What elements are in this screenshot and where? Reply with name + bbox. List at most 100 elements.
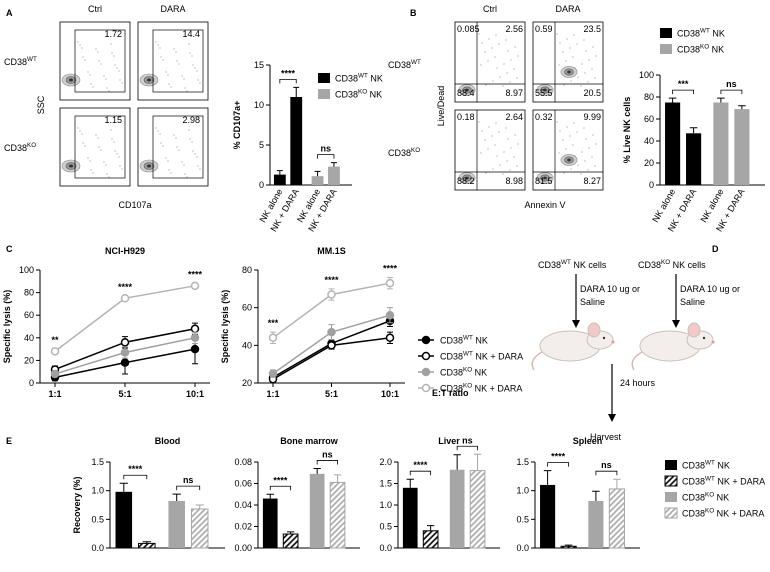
- bar: [540, 484, 556, 548]
- event-dot: [116, 153, 118, 155]
- event-dot: [510, 147, 512, 149]
- legend-label-part: NK + DARA: [715, 477, 765, 487]
- event-dot: [183, 164, 185, 166]
- event-dot: [491, 135, 493, 137]
- mouse-eye: [702, 336, 706, 340]
- axis-label: Live/Dead: [436, 86, 446, 127]
- panel-label: B: [410, 8, 417, 18]
- column-header: Ctrl: [88, 4, 102, 14]
- event-dot: [503, 151, 505, 153]
- significance-bracket: [409, 470, 432, 476]
- diagram-label-part: WT: [561, 259, 571, 266]
- y-tick-label: 0.02: [234, 522, 252, 532]
- significance-label: ****: [273, 475, 288, 485]
- y-tick-label: 1.5: [91, 457, 104, 467]
- significance-bracket: [720, 89, 743, 95]
- event-dot: [189, 52, 191, 54]
- diagram-label: DARA 10 ug or: [680, 284, 740, 294]
- panel-label: D: [712, 244, 719, 254]
- y-tick-label: 80: [644, 92, 654, 102]
- bar: [329, 481, 346, 549]
- quadrant-value: 0.18: [457, 112, 475, 122]
- data-point: [385, 278, 395, 288]
- mouse-nose: [711, 340, 715, 344]
- bar: [608, 488, 625, 549]
- event-dot: [485, 84, 487, 86]
- event-dot: [516, 77, 518, 79]
- mouse-tail: [531, 351, 543, 371]
- event-dot: [106, 173, 108, 175]
- column-header: Ctrl: [483, 4, 497, 14]
- legend-label-part: WT: [705, 460, 715, 467]
- event-dot: [194, 67, 196, 69]
- event-dot: [110, 129, 112, 131]
- legend-swatch: [665, 492, 677, 502]
- event-dot: [196, 70, 198, 72]
- event-dot: [162, 145, 164, 147]
- y-tick-label: 1.0: [91, 486, 104, 496]
- y-axis-label: Specific lysis (%): [220, 290, 230, 364]
- row-label: CD38WT: [388, 59, 421, 70]
- event-dot: [577, 164, 579, 166]
- y-tick-label: 0.5: [379, 522, 392, 532]
- event-dot: [570, 80, 572, 82]
- legend-swatch: [664, 475, 678, 487]
- event-dot: [587, 169, 589, 171]
- diagram-label-part: CD38: [538, 260, 561, 270]
- event-dot: [492, 168, 494, 170]
- event-dot: [175, 51, 177, 53]
- mouse-tail: [631, 351, 643, 371]
- event-dot: [498, 131, 500, 133]
- y-tick-label: 60: [242, 303, 252, 313]
- gate: [74, 115, 126, 179]
- event-dot: [165, 157, 167, 159]
- data-point: [190, 281, 200, 291]
- event-dot: [84, 59, 86, 61]
- error-bar: [331, 162, 337, 167]
- legend-swatch: [664, 507, 678, 519]
- event-dot: [98, 146, 100, 148]
- event-dot: [92, 172, 94, 174]
- event-dot: [197, 165, 199, 167]
- error-bar: [668, 97, 677, 103]
- legend-swatch: [660, 28, 672, 38]
- cell-cloud: [543, 88, 547, 92]
- legend-label-part: NK: [710, 29, 725, 39]
- diagram-label-part: NK cells: [670, 260, 706, 270]
- cell-cloud: [465, 88, 469, 92]
- event-dot: [576, 43, 578, 45]
- event-dot: [157, 44, 159, 46]
- quadrant-value: 0.59: [535, 24, 553, 34]
- error-bar: [119, 482, 128, 492]
- event-dot: [505, 127, 507, 129]
- event-dot: [168, 83, 170, 85]
- event-dot: [189, 138, 191, 140]
- event-dot: [563, 84, 565, 86]
- panel-label: A: [6, 8, 13, 18]
- chart-title: MM.1S: [317, 246, 346, 256]
- event-dot: [108, 176, 110, 178]
- quadrant-value: 88.4: [457, 88, 475, 98]
- event-dot: [173, 48, 175, 50]
- significance-label: ****: [118, 282, 133, 292]
- row-label-part: CD38: [388, 60, 411, 70]
- quadrant-value: 8.98: [505, 176, 523, 186]
- event-dot: [480, 152, 482, 154]
- y-axis-label: % CD107a+: [232, 101, 242, 150]
- diagram-label: CD38WT NK cells: [538, 259, 607, 270]
- event-dot: [160, 142, 162, 144]
- event-dot: [121, 168, 123, 170]
- y-axis-label: Recovery (%): [72, 476, 82, 533]
- significance-label: ns: [601, 460, 612, 470]
- y-tick-label: 0.0: [516, 543, 529, 553]
- event-dot: [175, 137, 177, 139]
- chart-title: Bone marrow: [280, 436, 339, 446]
- legend-marker: [421, 351, 431, 361]
- data-point: [385, 310, 395, 320]
- event-dot: [81, 47, 83, 49]
- event-dot: [580, 173, 582, 175]
- event-dot: [118, 70, 120, 72]
- cell-cloud: [147, 78, 151, 82]
- event-dot: [97, 51, 99, 53]
